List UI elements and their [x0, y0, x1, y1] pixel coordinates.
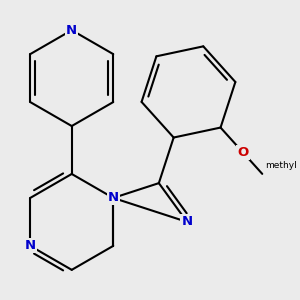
Text: N: N — [108, 191, 119, 204]
Text: N: N — [66, 24, 77, 37]
Text: N: N — [108, 191, 119, 204]
Text: O: O — [237, 146, 249, 159]
Text: N: N — [182, 215, 193, 228]
Text: N: N — [25, 239, 36, 252]
Text: methyl: methyl — [265, 161, 296, 170]
